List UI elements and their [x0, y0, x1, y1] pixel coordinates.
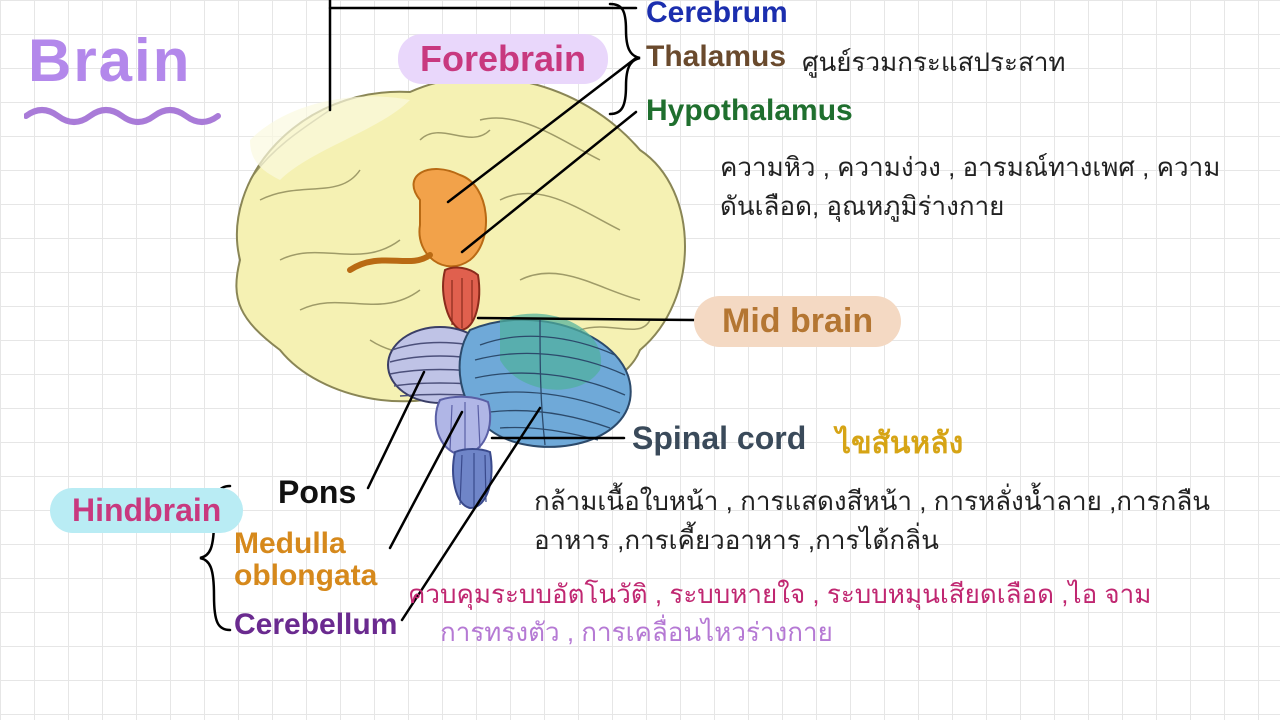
spinal-cord-label: Spinal cord	[632, 420, 806, 457]
title-underline	[24, 104, 224, 126]
thalamus-label: Thalamus	[646, 40, 786, 74]
medulla-thai: ควบคุมระบบอัตโนวัติ , ระบบหายใจ , ระบบหม…	[408, 574, 1151, 615]
hindbrain-label: Hindbrain	[50, 488, 243, 533]
page-title: Brain	[28, 26, 191, 95]
midbrain-label: Mid brain	[694, 296, 901, 347]
forebrain-label: Forebrain	[398, 34, 608, 84]
hypothalamus-label: Hypothalamus	[646, 94, 853, 128]
page: Brain	[0, 0, 1280, 720]
medulla-label: Medulla oblongata	[234, 528, 377, 591]
cerebellum-thai: การทรงตัว , การเคลื่อนไหวร่างกาย	[440, 612, 833, 653]
spinal-cord-thai: ไขสันหลัง	[836, 420, 963, 467]
hypothalamus-thai: ความหิว , ความง่วง , อารมณ์ทางเพศ , ความ…	[720, 148, 1240, 226]
thalamus-thai: ศูนย์รวมกระแสประสาท	[802, 42, 1066, 83]
cerebrum-label: Cerebrum	[646, 0, 788, 30]
pons-label: Pons	[278, 474, 356, 511]
cerebellum-label: Cerebellum	[234, 608, 397, 642]
pons-thai: กล้ามเนื้อใบหน้า , การแสดงสีหน้า , การหล…	[534, 482, 1234, 560]
